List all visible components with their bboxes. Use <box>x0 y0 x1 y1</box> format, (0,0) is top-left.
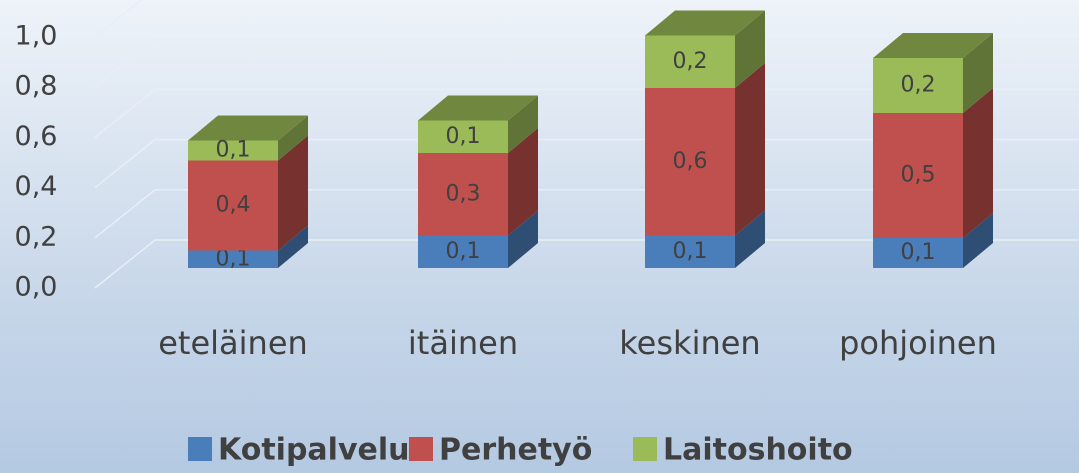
y-tick-label: 0,6 <box>15 121 58 152</box>
bar <box>873 238 963 268</box>
bar <box>418 153 508 236</box>
bar-side <box>963 213 993 268</box>
grid-line <box>94 189 1079 239</box>
data-label: 0,3 <box>446 181 481 206</box>
legend-label: Perhetyö <box>439 433 592 468</box>
bar-side <box>508 128 538 236</box>
data-label: 0,2 <box>673 49 708 74</box>
bar-side <box>278 225 308 268</box>
grid-line <box>94 0 143 38</box>
bar-side <box>508 95 538 153</box>
data-label: 0,2 <box>901 73 936 98</box>
data-label: 0,1 <box>216 138 251 163</box>
data-label: 0,1 <box>901 240 936 265</box>
legend-swatch <box>633 437 657 461</box>
bar <box>645 88 735 236</box>
bar-side <box>735 63 765 236</box>
bar <box>645 235 735 268</box>
data-label: 0,6 <box>673 149 708 174</box>
grid-line <box>94 38 1079 88</box>
data-label: 0,1 <box>446 239 481 264</box>
grid-line <box>94 138 1079 189</box>
legend-label: Laitoshoito <box>663 433 853 468</box>
bar-side <box>278 135 308 251</box>
data-label: 0,1 <box>673 239 708 264</box>
data-label: 0,4 <box>216 193 251 218</box>
bar <box>188 160 278 251</box>
data-label: 0,5 <box>901 163 936 188</box>
bar-top <box>645 10 765 36</box>
legend-label: Kotipalvelu <box>218 433 410 468</box>
legend-swatch <box>188 437 212 461</box>
bar-side <box>735 10 765 88</box>
bar-side <box>735 210 765 268</box>
bar-side <box>963 88 993 238</box>
bar <box>645 35 735 88</box>
y-tick-label: 0,4 <box>15 171 58 202</box>
bar <box>873 58 963 113</box>
y-tick-label: 0,0 <box>15 272 58 303</box>
bar <box>873 113 963 238</box>
bar-side <box>278 115 308 161</box>
y-tick-label: 1,0 <box>15 21 58 52</box>
y-tick-label: 0,2 <box>15 221 58 252</box>
x-tick-label: eteläinen <box>158 324 308 362</box>
bar-top <box>418 95 538 121</box>
grid-line <box>94 88 1079 138</box>
x-tick-label: pohjoinen <box>839 324 997 362</box>
y-tick-label: 0,8 <box>15 71 58 102</box>
data-label: 0,1 <box>446 124 481 149</box>
bar-top <box>188 115 308 141</box>
grid-line <box>94 239 1079 289</box>
bar-side <box>508 210 538 268</box>
x-tick-label: keskinen <box>619 324 760 362</box>
bar-side <box>963 33 993 113</box>
x-tick-label: itäinen <box>408 324 518 362</box>
bar <box>188 250 278 268</box>
bar <box>188 140 278 161</box>
bar <box>418 235 508 268</box>
bar <box>418 120 508 153</box>
legend-swatch <box>409 437 433 461</box>
bar-top <box>873 33 993 58</box>
